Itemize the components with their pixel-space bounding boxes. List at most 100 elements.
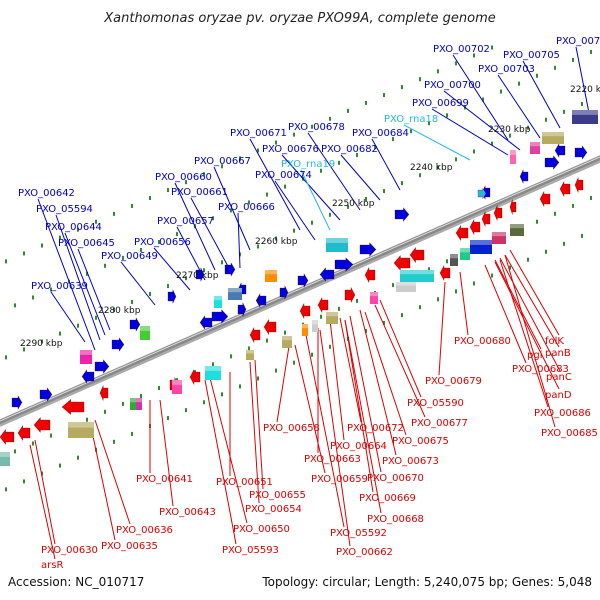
feature-box <box>136 398 142 410</box>
feature-box-shine <box>370 292 378 297</box>
leader-line <box>159 399 174 507</box>
gene-label-minus: PXO_00675 <box>392 436 449 447</box>
leader-line <box>319 329 351 547</box>
minus-gene-arrow <box>189 369 201 385</box>
feature-box <box>80 350 92 364</box>
feature-box-shine <box>302 324 308 329</box>
minus-gene-arrow <box>317 297 329 313</box>
leader-line <box>379 299 422 398</box>
gene-label-minus: PXO_00672 <box>347 423 404 434</box>
leader-line <box>89 421 116 541</box>
feature-box-shine <box>326 238 348 243</box>
feature-box-shine <box>492 232 506 237</box>
leader-line <box>499 257 561 372</box>
feature-box-shine <box>265 270 277 275</box>
minus-gene-arrow <box>393 255 411 271</box>
plus-gene-arrow <box>255 293 267 308</box>
gene-label-minus: PXO_00635 <box>101 541 158 552</box>
leader-line <box>213 166 251 251</box>
minus-gene-arrow <box>299 303 311 319</box>
feature-box <box>510 150 516 164</box>
minus-gene-arrow <box>574 177 584 193</box>
map-title: Xanthomonas oryzae pv. oryzae PXO99A, co… <box>103 11 496 26</box>
leader-line <box>403 124 471 161</box>
leader-line <box>153 247 191 291</box>
tick-label: 2270 kbp <box>176 271 219 281</box>
gene-label-minus: PXO_00630 <box>41 545 98 556</box>
leader-line <box>575 46 591 119</box>
leader-line <box>77 248 111 331</box>
tick-label: 2230 kbp <box>488 125 531 135</box>
gene-label-plus: PXO_00649 <box>101 251 158 262</box>
leader-line <box>509 249 560 336</box>
plus-gene-arrow <box>544 155 560 170</box>
leader-line <box>371 138 401 191</box>
feature-box <box>400 270 434 282</box>
minus-gene-arrow <box>33 417 51 433</box>
feature-box <box>530 142 540 154</box>
minus-gene-arrow <box>263 318 277 336</box>
plus-gene-arrow <box>297 273 309 288</box>
leader-line <box>329 319 345 441</box>
gene-label-minus: PXO_05592 <box>330 528 387 539</box>
minus-gene-arrow <box>61 399 85 415</box>
feature-box <box>542 132 564 144</box>
gene-label-minus: folK <box>545 336 564 347</box>
gene-label-minus: PXO_00683 <box>512 364 569 375</box>
gene-label-minus: PXO_00643 <box>159 507 216 518</box>
feature-box <box>492 232 506 244</box>
leader-line <box>37 198 96 351</box>
feature-box-shine <box>214 296 222 301</box>
leader-line <box>443 90 521 151</box>
leader-line <box>340 154 381 201</box>
leader-line <box>34 439 56 545</box>
plus-gene-arrow <box>111 337 125 352</box>
gene-label-minus: PXO_00654 <box>245 504 302 515</box>
leader-line <box>300 169 331 231</box>
leader-line <box>497 74 541 139</box>
feature-box <box>370 292 378 304</box>
accession-text: Accession: NC_010717 <box>8 575 144 589</box>
leader-line <box>281 154 341 221</box>
gene-label-plus: PXO_05594 <box>36 204 93 215</box>
leader-line <box>499 259 549 408</box>
gene-label-plus: PXO_00645 <box>58 238 115 249</box>
feature-box-shine <box>0 452 10 457</box>
plus-gene-arrow <box>129 317 141 332</box>
gene-label-minus: PXO_00686 <box>534 408 591 419</box>
feature-box-shine <box>542 132 564 137</box>
feature-box <box>265 270 277 282</box>
feature-box-shine <box>246 350 254 354</box>
tick-label: 2220 kbp <box>570 85 600 95</box>
feature-box-shine <box>80 350 92 355</box>
plus-gene-arrow <box>81 369 95 384</box>
plus-gene-arrow <box>199 315 213 330</box>
rna-gene-arrow <box>477 187 487 200</box>
gene-label-plus: PXO_00656 <box>134 237 191 248</box>
leader-line <box>349 315 382 473</box>
feature-box-shine <box>510 150 516 155</box>
leader-line <box>29 444 56 560</box>
plus-gene-arrow <box>574 145 588 160</box>
leader-line <box>438 281 446 376</box>
gene-label-minus: PXO_00670 <box>367 473 424 484</box>
minus-gene-arrow <box>0 429 15 445</box>
gene-label-plus: PXO_00642 <box>18 188 75 199</box>
gene-label-minus: PXO_00680 <box>454 336 511 347</box>
minus-gene-arrow <box>249 327 261 343</box>
feature-box-shine <box>470 240 492 245</box>
leader-line <box>431 108 509 156</box>
feature-box-shine <box>205 366 221 371</box>
feature-box-shine <box>172 380 182 385</box>
gene-label-plus: PXO_00644 <box>45 222 102 233</box>
feature-box-shine <box>130 398 136 403</box>
plus-gene-arrow <box>279 285 289 300</box>
gene-label-plus: PXO_00703 <box>478 64 535 75</box>
gene-label-plus: PXO_00657 <box>157 216 214 227</box>
gene-label-plus: PXO_00678 <box>288 122 345 133</box>
gene-label-plus: PXO_00684 <box>352 128 409 139</box>
gene-label-plus: PXO_00706 <box>556 36 600 47</box>
leader-line <box>249 361 260 504</box>
minus-gene-arrow <box>509 199 517 215</box>
feature-glyphs <box>0 110 598 466</box>
